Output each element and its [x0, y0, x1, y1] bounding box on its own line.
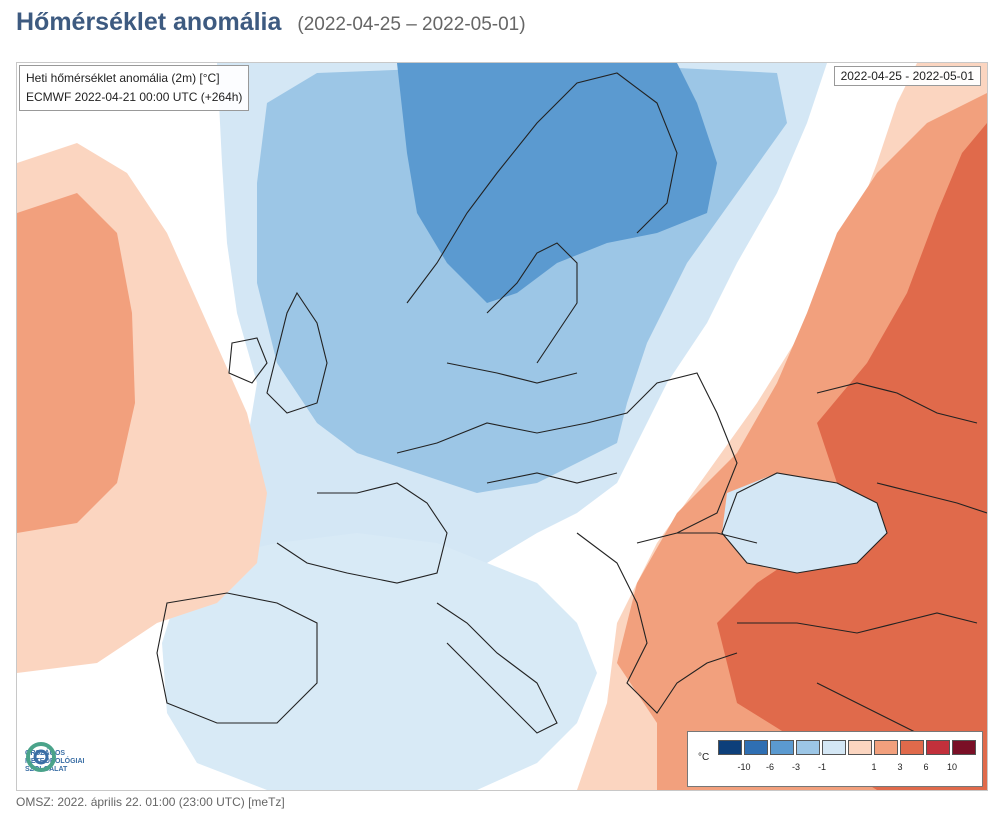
legend-swatch-cold — [796, 740, 820, 755]
legend-tick: -6 — [765, 762, 775, 772]
legend-swatch-cold — [744, 740, 768, 755]
legend-swatch-warm — [900, 740, 924, 755]
legend-tick: -3 — [791, 762, 801, 772]
omsz-logo-icon — [26, 742, 56, 772]
map-info-line1: Heti hőmérséklet anomália (2m) [°C] — [26, 71, 220, 85]
legend-unit: °C — [698, 752, 710, 763]
page-header: Hőmérséklet anomália (2022-04-25 – 2022-… — [16, 8, 526, 48]
legend-swatch-cold — [822, 740, 846, 755]
legend-swatch-warm — [848, 740, 872, 755]
omsz-logo: ORSZÁGOS METEOROLÓGIAI SZOLGÁLAT — [25, 741, 137, 783]
anomaly-map[interactable]: Heti hőmérséklet anomália (2m) [°C] ECMW… — [16, 62, 988, 791]
black-sea-zone — [722, 473, 887, 573]
strong-cold-zone — [397, 63, 717, 303]
legend-tick: -10 — [737, 762, 751, 772]
legend-swatch-warm — [926, 740, 950, 755]
footer-text: OMSZ: 2022. április 22. 01:00 (23:00 UTC… — [16, 795, 285, 809]
page-title: Hőmérséklet anomália — [16, 8, 282, 36]
map-date-box: 2022-04-25 - 2022-05-01 — [833, 66, 981, 86]
legend-tick: 3 — [897, 762, 903, 772]
legend-tick: -1 — [817, 762, 827, 772]
legend-swatch-warm — [952, 740, 976, 755]
legend-swatch-warm — [874, 740, 898, 755]
map-info-box: Heti hőmérséklet anomália (2m) [°C] ECMW… — [19, 65, 250, 111]
legend-tick: 6 — [923, 762, 929, 772]
legend-swatch-cold — [718, 740, 742, 755]
map-info-line2: ECMWF 2022-04-21 00:00 UTC (+264h) — [26, 90, 243, 104]
south-cold-zone — [162, 533, 597, 790]
map-canvas — [17, 63, 987, 790]
legend-tick: 1 — [871, 762, 877, 772]
legend-swatch-cold — [770, 740, 794, 755]
date-range: (2022-04-25 – 2022-05-01) — [297, 14, 526, 35]
legend-tick: 10 — [946, 762, 958, 772]
atlantic-warm-medium — [17, 193, 135, 533]
color-legend: °C -10 -6 -3 -1 1 3 6 10 — [687, 731, 983, 787]
